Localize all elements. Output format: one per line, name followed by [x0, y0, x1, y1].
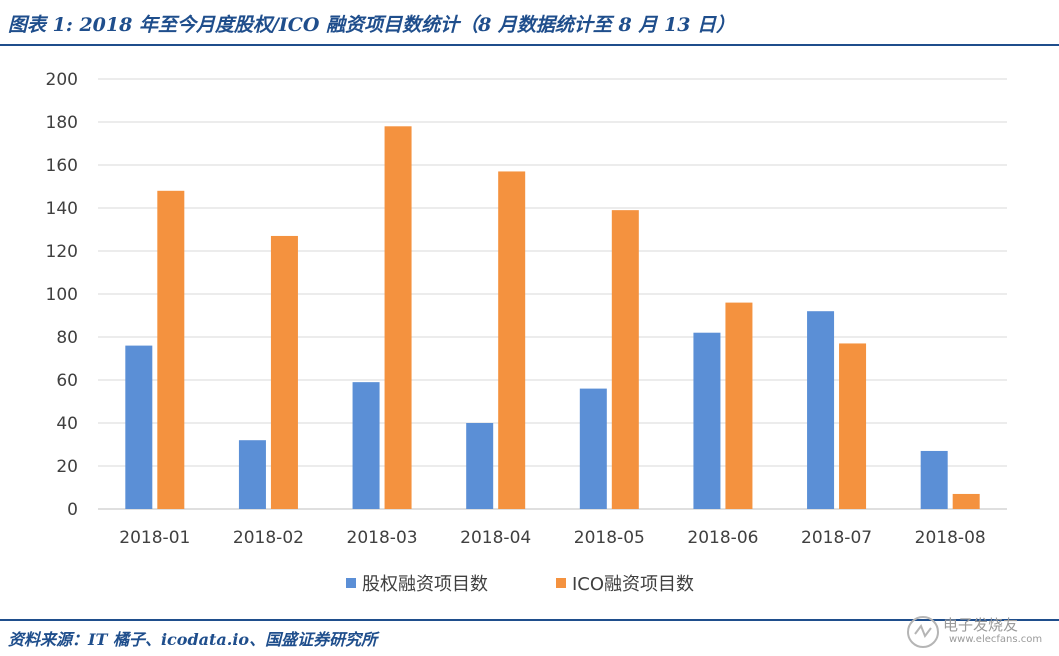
x-tick-label: 2018-04	[460, 528, 531, 548]
y-tick-label: 40	[56, 414, 78, 434]
x-axis-ticks: 2018-01 2018-02 2018-03 2018-04 2018-05 2018-…	[119, 528, 985, 548]
equity-bar-2018-03	[352, 382, 380, 509]
y-tick-label: 0	[67, 500, 78, 520]
ico-bar-2018-02	[270, 235, 298, 509]
y-tick-label: 120	[46, 242, 78, 262]
legend-label-1: ICO融资项目数	[572, 574, 694, 595]
bars	[125, 126, 980, 510]
y-tick-label: 60	[56, 371, 78, 391]
x-tick-label: 2018-06	[687, 528, 758, 548]
watermark-text: 电子发烧友	[943, 616, 1019, 634]
ico-bar-2018-03	[384, 126, 412, 510]
y-tick-label: 20	[56, 457, 78, 477]
x-tick-label: 2018-03	[347, 528, 418, 548]
equity-bar-2018-02	[238, 440, 266, 509]
y-tick-label: 200	[46, 70, 78, 90]
legend-label-0: 股权融资项目数	[362, 574, 488, 595]
y-tick-label: 160	[46, 156, 78, 176]
y-axis-ticks: 0 20 40 60 80 100 120 140 160 180 200	[46, 70, 78, 520]
ico-bar-2018-07	[839, 343, 867, 509]
title-rule	[0, 44, 1059, 46]
gridlines	[98, 78, 1007, 510]
x-tick-label: 2018-08	[915, 528, 986, 548]
equity-bar-2018-05	[579, 388, 607, 509]
ico-bar-2018-08	[952, 493, 980, 509]
legend-swatch-1	[556, 578, 566, 588]
ico-bar-2018-01	[157, 190, 185, 510]
watermark-url: www.elecfans.com	[949, 634, 1043, 645]
x-tick-label: 2018-07	[801, 528, 872, 548]
source-rule	[0, 619, 1059, 621]
watermark: 电子发烧友 www.elecfans.com	[903, 612, 1053, 652]
equity-bar-2018-08	[920, 450, 948, 509]
ico-bar-2018-04	[498, 171, 526, 509]
equity-bar-2018-04	[466, 423, 494, 509]
y-tick-label: 140	[46, 199, 78, 219]
watermark-logo-icon	[907, 616, 939, 648]
y-tick-label: 80	[56, 328, 78, 348]
equity-bar-2018-07	[807, 311, 835, 509]
y-tick-label: 180	[46, 113, 78, 133]
y-tick-label: 100	[46, 285, 78, 305]
legend: 股权融资项目数 ICO融资项目数	[346, 574, 694, 595]
equity-bar-2018-06	[693, 332, 721, 509]
ico-bar-2018-05	[611, 210, 639, 509]
source-note: 资料来源：IT 橘子、icodata.io、国盛证券研究所	[8, 630, 378, 649]
legend-swatch-0	[346, 578, 356, 588]
x-tick-label: 2018-05	[574, 528, 645, 548]
equity-bar-2018-01	[125, 345, 153, 509]
figure-title: 图表 1: 2018 年至今月度股权/ICO 融资项目数统计（8 月数据统计至 …	[8, 14, 736, 36]
ico-bar-2018-06	[725, 302, 753, 509]
x-tick-label: 2018-02	[233, 528, 304, 548]
x-tick-label: 2018-01	[119, 528, 190, 548]
